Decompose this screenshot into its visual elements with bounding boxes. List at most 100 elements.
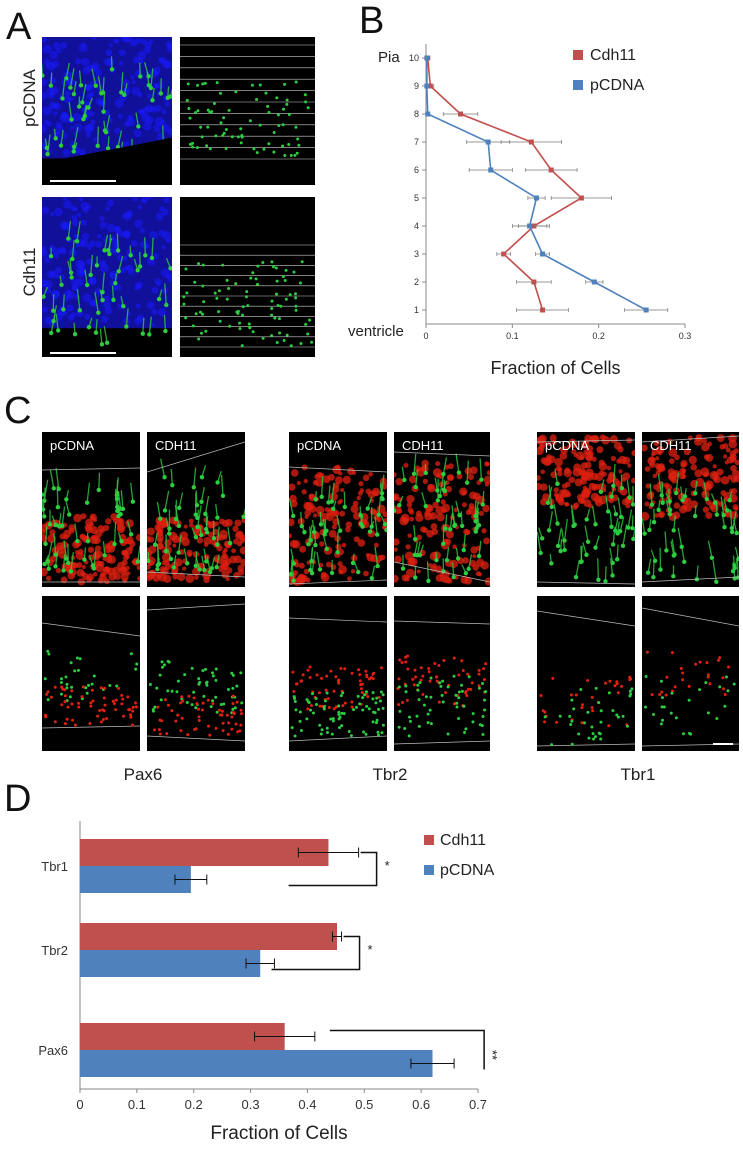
- cell-dot: [381, 693, 385, 697]
- marker-cell: [683, 448, 691, 456]
- marker-cell: [345, 521, 353, 528]
- gfp-process: [413, 525, 416, 540]
- cell-dot: [153, 728, 157, 732]
- gfp-cell: [411, 471, 417, 477]
- marker-cell: [316, 471, 323, 479]
- gfp-process: [62, 294, 65, 310]
- gfp-process: [313, 526, 317, 546]
- cell-dot: [99, 720, 103, 724]
- cell-dot: [371, 697, 375, 701]
- cell-dot: [270, 260, 274, 264]
- gfp-process: [150, 68, 154, 89]
- cell-dot: [650, 693, 654, 697]
- marker-cell: [674, 454, 680, 461]
- cell-dot: [305, 717, 309, 721]
- marker-cell: [352, 500, 359, 507]
- gfp-cell: [193, 535, 199, 540]
- cell-dot: [231, 702, 235, 706]
- cell-dot: [294, 304, 298, 308]
- nucleus: [48, 92, 55, 99]
- marker-cell: [76, 568, 85, 577]
- gfp-cell: [329, 570, 335, 576]
- nucleus: [161, 245, 166, 250]
- cell-dot: [615, 680, 619, 684]
- cell-dot: [397, 702, 401, 706]
- gfp-cell: [382, 522, 387, 527]
- marker-cell: [583, 487, 592, 496]
- cell-dot: [421, 693, 425, 697]
- marker-cell: [359, 488, 365, 493]
- marker-cell: [483, 475, 490, 484]
- gfp-cell: [647, 527, 652, 533]
- gfp-cell: [111, 297, 116, 303]
- cell-dot: [469, 687, 473, 691]
- gfp-cell: [434, 557, 439, 563]
- gfp-process: [561, 529, 566, 551]
- cell-dot: [706, 711, 710, 715]
- gfp-cell: [194, 503, 200, 508]
- gfp-cell: [42, 561, 47, 567]
- marker-cell: [730, 476, 738, 483]
- cell-dot: [660, 690, 664, 694]
- gfp-process: [671, 538, 676, 555]
- cell-dot: [238, 327, 242, 331]
- gfp-cell: [68, 270, 74, 275]
- cell-dot: [227, 108, 231, 112]
- cell-dot: [127, 708, 131, 712]
- marker-cell: [49, 555, 57, 563]
- micrograph-cdh11: [42, 197, 172, 357]
- gfp-cell: [203, 511, 208, 517]
- cell-dot: [320, 728, 324, 732]
- marker-cell: [368, 471, 373, 477]
- gfp-cell: [124, 324, 129, 329]
- x-tick-label: 0.1: [506, 331, 519, 341]
- cell-dot: [89, 701, 93, 705]
- gfp-cell: [42, 73, 45, 78]
- nucleus: [122, 255, 128, 262]
- nucleus: [49, 50, 58, 60]
- gfp-cell: [112, 541, 117, 547]
- gfp-cell: [207, 569, 213, 575]
- ventricular-outline: [394, 561, 490, 583]
- cell-dot: [96, 714, 100, 718]
- gfp-cell: [80, 100, 85, 105]
- cell-dot: [433, 661, 437, 665]
- cell-dot: [176, 679, 180, 683]
- gfp-cell: [645, 570, 651, 575]
- gfp-process: [114, 494, 118, 512]
- cell-dot: [278, 331, 282, 335]
- cell-dot: [225, 297, 229, 301]
- gfp-cell: [168, 94, 172, 99]
- nucleus: [139, 227, 146, 234]
- cell-dot: [543, 720, 547, 724]
- gfp-process: [664, 531, 668, 551]
- nucleus: [132, 56, 140, 64]
- gfp-cell: [441, 487, 446, 492]
- gfp-process: [720, 496, 725, 516]
- cell-dot: [161, 665, 165, 669]
- marker-cell: [76, 562, 83, 569]
- marker-cell: [171, 569, 178, 576]
- gfp-cell: [309, 570, 315, 576]
- cell-dot: [275, 96, 279, 100]
- cell-dot: [77, 701, 81, 705]
- marker-cell: [344, 526, 351, 533]
- gfp-cell: [84, 500, 90, 505]
- marker-cell: [357, 539, 366, 547]
- cell-dot: [220, 709, 224, 713]
- gfp-process: [46, 134, 51, 155]
- cell-dot: [361, 708, 365, 712]
- gfp-cell: [400, 566, 406, 571]
- cell-dot: [92, 674, 96, 678]
- cell-map-tbr2-cdh11: [394, 596, 490, 751]
- marker-cell: [406, 494, 415, 504]
- gfp-cell: [42, 507, 46, 512]
- nucleus: [101, 262, 107, 267]
- cell-dot: [276, 113, 280, 117]
- gfp-cell: [55, 328, 61, 333]
- gfp-cell: [479, 477, 484, 482]
- marker-cell: [475, 571, 481, 577]
- nucleus: [99, 221, 108, 230]
- cell-dot: [88, 722, 92, 726]
- gfp-cell: [84, 282, 90, 288]
